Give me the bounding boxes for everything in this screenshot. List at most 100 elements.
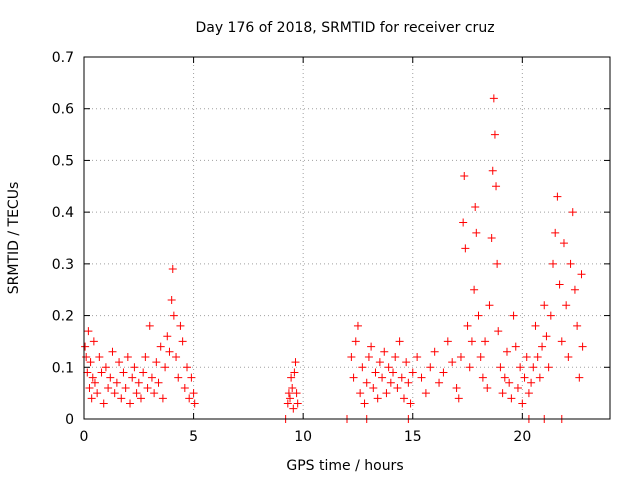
- data-point-0-168: [578, 342, 587, 351]
- data-point-0-37: [152, 358, 161, 367]
- data-point-0-69: [351, 337, 360, 346]
- data-point-0-142: [522, 352, 531, 361]
- data-point-0-141: [520, 373, 529, 382]
- data-point-0-20: [115, 358, 124, 367]
- data-point-0-9: [90, 378, 99, 387]
- data-point-0-55: [189, 389, 198, 398]
- data-point-0-155: [551, 228, 560, 237]
- data-point-0-131: [498, 389, 507, 398]
- data-point-0-164: [570, 285, 579, 294]
- data-point-0-50: [178, 337, 187, 346]
- data-point-0-24: [123, 352, 132, 361]
- data-point-0-16: [106, 373, 115, 382]
- data-point-0-127: [492, 182, 501, 191]
- data-point-0-122: [485, 301, 494, 310]
- data-point-0-12: [97, 368, 106, 377]
- y-tick-label-7: 0.7: [52, 50, 74, 66]
- data-point-0-42: [163, 332, 172, 341]
- data-point-0-84: [384, 363, 393, 372]
- data-point-0-17: [108, 347, 117, 356]
- x-axis-label: GPS time / hours: [286, 458, 403, 474]
- data-point-0-86: [389, 368, 398, 377]
- data-point-0-52: [183, 363, 192, 372]
- y-tick-label-3: 0.3: [52, 257, 74, 273]
- data-point-0-101: [435, 378, 444, 387]
- data-point-0-144: [527, 378, 536, 387]
- data-point-0-40: [158, 394, 167, 403]
- data-point-0-7: [88, 373, 97, 382]
- data-point-0-5: [86, 358, 95, 367]
- data-point-0-79: [373, 394, 382, 403]
- data-point-0-106: [454, 394, 463, 403]
- data-point-0-49: [176, 321, 185, 330]
- x-tick-label-3: 15: [404, 429, 422, 445]
- data-point-0-132: [500, 373, 509, 382]
- y-tick-label-6: 0.6: [52, 102, 74, 118]
- data-point-0-149: [538, 342, 547, 351]
- data-point-0-70: [353, 321, 362, 330]
- data-point-0-1: [82, 352, 91, 361]
- data-point-0-57: [283, 399, 292, 408]
- x-tick-label-1: 5: [189, 429, 198, 445]
- data-point-0-29: [134, 378, 143, 387]
- data-point-0-72: [358, 363, 367, 372]
- data-point-0-33: [143, 383, 152, 392]
- data-point-0-28: [132, 389, 141, 398]
- data-point-0-111: [463, 321, 472, 330]
- data-point-0-34: [145, 321, 154, 330]
- data-point-0-156: [553, 192, 562, 201]
- data-point-0-53: [185, 394, 194, 403]
- data-point-0-32: [141, 352, 150, 361]
- data-points: [81, 94, 587, 423]
- data-point-0-128: [493, 259, 502, 268]
- data-point-0-161: [564, 352, 573, 361]
- data-point-0-82: [380, 347, 389, 356]
- x-tick-label-4: 20: [513, 429, 531, 445]
- data-point-0-138: [513, 383, 522, 392]
- data-point-0-13: [99, 399, 108, 408]
- data-point-0-4: [85, 383, 94, 392]
- data-point-0-150: [540, 301, 549, 310]
- data-point-0-91: [399, 394, 408, 403]
- data-point-0-133: [502, 347, 511, 356]
- data-point-0-75: [364, 352, 373, 361]
- data-point-0-134: [505, 378, 514, 387]
- data-point-0-143: [524, 389, 533, 398]
- y-tick-label-1: 0.1: [52, 360, 74, 376]
- data-point-0-112: [465, 363, 474, 372]
- plot-frame: [83, 56, 611, 420]
- data-point-0-135: [507, 394, 516, 403]
- data-point-0-104: [448, 358, 457, 367]
- data-point-0-158: [557, 337, 566, 346]
- data-point-0-2: [83, 368, 92, 377]
- data-point-0-162: [566, 259, 575, 268]
- data-point-0-0: [81, 342, 90, 351]
- data-point-0-118: [476, 352, 485, 361]
- data-point-0-26: [128, 373, 137, 382]
- data-point-0-46: [169, 311, 178, 320]
- data-point-0-54: [187, 373, 196, 382]
- data-point-0-139: [516, 363, 525, 372]
- data-point-0-58: [284, 389, 293, 398]
- data-point-0-38: [154, 378, 163, 387]
- data-point-0-145: [529, 363, 538, 372]
- data-point-0-44: [167, 296, 176, 305]
- data-point-0-8: [89, 337, 98, 346]
- data-point-0-77: [369, 383, 378, 392]
- data-point-0-51: [180, 383, 189, 392]
- data-point-0-167: [577, 270, 586, 279]
- data-point-0-153: [546, 311, 555, 320]
- data-point-0-98: [421, 389, 430, 398]
- data-point-0-93: [404, 378, 413, 387]
- data-point-0-157: [555, 280, 564, 289]
- data-point-0-27: [130, 363, 139, 372]
- data-point-0-160: [562, 301, 571, 310]
- data-point-0-110: [461, 244, 470, 253]
- data-point-0-63: [290, 368, 299, 377]
- data-point-0-103: [443, 337, 452, 346]
- data-point-0-62: [289, 404, 298, 413]
- data-point-0-22: [119, 368, 128, 377]
- data-point-0-15: [104, 383, 113, 392]
- data-point-0-108: [459, 218, 468, 227]
- data-point-0-56: [190, 399, 199, 408]
